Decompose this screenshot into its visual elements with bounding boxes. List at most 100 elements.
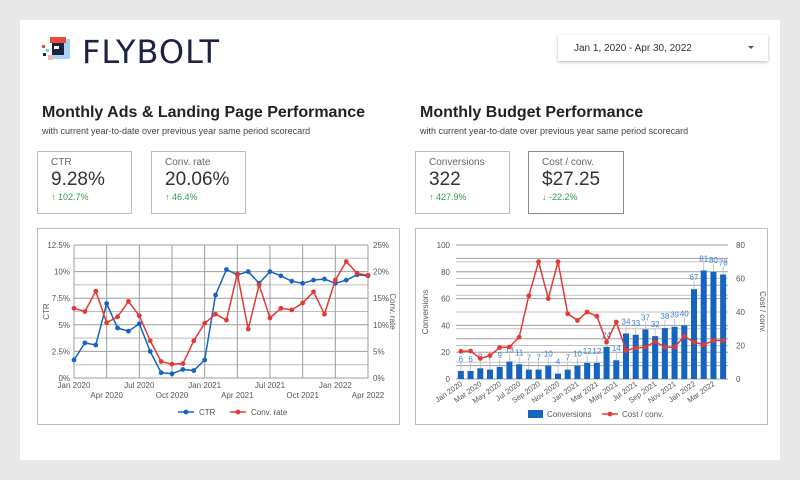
- series-line-cost-per-conv: [460, 258, 724, 360]
- bar-data-label: 9: [497, 351, 502, 360]
- y-tick-label: 0: [446, 375, 451, 384]
- bar: [593, 362, 600, 379]
- y-axis-title: CTR: [42, 303, 51, 320]
- y2-tick-label: 60: [736, 275, 745, 284]
- bar: [681, 325, 688, 379]
- bar: [710, 271, 717, 379]
- y2-axis-title: Cost / conv.: [758, 291, 767, 333]
- data-point: [497, 345, 503, 350]
- data-point: [245, 326, 251, 332]
- conversions-cost-chart-svg: 0 20 40 60 80 100 0 20 40 60 80 Conversions Cost / c…: [421, 241, 767, 419]
- data-point: [594, 313, 600, 319]
- scorecard-value: 9.28%: [51, 169, 105, 190]
- bar-data-label: 80: [709, 256, 718, 265]
- data-point: [477, 355, 483, 361]
- data-point: [633, 345, 639, 351]
- bar: [535, 369, 542, 379]
- data-point: [104, 301, 110, 306]
- data-point: [662, 344, 668, 350]
- bar-data-label: 10: [573, 350, 582, 359]
- data-point: [720, 338, 726, 343]
- data-point: [93, 288, 99, 294]
- bar-data-label: 34: [622, 317, 631, 326]
- data-point: [126, 328, 131, 334]
- data-point: [180, 361, 186, 367]
- y2-tick-label: 0%: [373, 374, 385, 383]
- series-line-conv-rate: [73, 260, 369, 365]
- data-point: [565, 311, 571, 317]
- legend-marker: [235, 409, 241, 415]
- scorecard-conversions: Conversions 322 ↑ 427.9%: [415, 151, 510, 214]
- data-point: [224, 267, 229, 272]
- ads-section-subtitle: with current year-to-date over previous …: [42, 126, 311, 136]
- bar: [516, 364, 523, 379]
- data-point: [584, 309, 590, 315]
- bar-data-label: 14: [612, 344, 621, 353]
- bar: [457, 370, 464, 379]
- bar: [622, 333, 630, 379]
- data-point: [126, 298, 131, 304]
- bar-data-label: 37: [641, 313, 650, 322]
- bar-data-label: 32: [651, 320, 660, 329]
- data-point: [93, 342, 99, 348]
- bar: [584, 362, 591, 379]
- legend-label: CTR: [199, 408, 216, 417]
- data-point: [289, 307, 295, 313]
- x-tick-label: Apr 2021: [221, 391, 254, 400]
- data-point: [158, 370, 164, 376]
- y2-tick-label: 80: [736, 241, 745, 250]
- y-tick-label: 40: [441, 321, 450, 330]
- data-point: [604, 339, 609, 345]
- x-tick-label: Apr 2022: [352, 391, 385, 400]
- data-point: [545, 296, 551, 301]
- y-tick-label: 12.5%: [47, 241, 70, 250]
- data-point: [300, 280, 306, 286]
- data-point: [289, 278, 295, 284]
- bar-data-label: 4: [556, 358, 561, 367]
- data-point: [365, 272, 371, 278]
- y-tick-label: 7.5%: [52, 294, 70, 303]
- arrow-up-icon: ↑: [165, 192, 170, 202]
- data-point: [71, 357, 77, 363]
- bar-data-label: 7: [488, 354, 493, 363]
- bar-data-label: 6: [459, 355, 464, 364]
- budget-section-subtitle: with current year-to-date over previous …: [420, 126, 689, 136]
- y-tick-label: 10%: [54, 268, 70, 277]
- y2-tick-label: 25%: [373, 241, 389, 250]
- chevron-down-icon: [748, 46, 754, 49]
- data-point: [224, 317, 229, 323]
- data-point: [701, 342, 707, 348]
- y-tick-label: 0%: [58, 374, 70, 383]
- data-point: [180, 367, 186, 372]
- y-tick-label: 60: [441, 295, 450, 304]
- date-range-value: Jan 1, 2020 - Apr 30, 2022: [574, 42, 692, 54]
- scorecard-value: 20.06%: [165, 169, 230, 190]
- data-point: [300, 300, 306, 306]
- data-point: [343, 259, 349, 264]
- y2-tick-label: 10%: [373, 321, 389, 330]
- x-tick-label: Jul 2021: [255, 381, 286, 390]
- data-point: [507, 344, 512, 350]
- data-point: [487, 353, 493, 358]
- scorecard-conv-rate: Conv. rate 20.06% ↑ 46.4%: [151, 151, 246, 214]
- bar: [554, 373, 562, 379]
- data-point: [213, 292, 218, 298]
- bar: [720, 274, 727, 379]
- data-point: [202, 320, 208, 326]
- data-point: [267, 269, 273, 274]
- x-tick-label: Jan 2020: [58, 381, 91, 390]
- flybolt-logo-icon: [42, 37, 70, 60]
- scorecard-ctr: CTR 9.28% ↑ 102.7%: [37, 151, 132, 214]
- scorecard-value: 322: [429, 169, 461, 190]
- data-point: [136, 321, 142, 327]
- date-range-picker[interactable]: Jan 1, 2020 - Apr 30, 2022: [558, 35, 768, 61]
- data-point: [278, 305, 284, 311]
- legend-label: Conversions: [547, 410, 591, 419]
- bar: [496, 366, 503, 379]
- scorecard-value: $27.25: [542, 169, 601, 190]
- data-point: [311, 289, 316, 295]
- bar: [545, 365, 552, 379]
- x-tick-label: Jul 2020: [124, 381, 155, 390]
- y-tick-label: 80: [441, 268, 450, 277]
- data-point: [82, 340, 88, 346]
